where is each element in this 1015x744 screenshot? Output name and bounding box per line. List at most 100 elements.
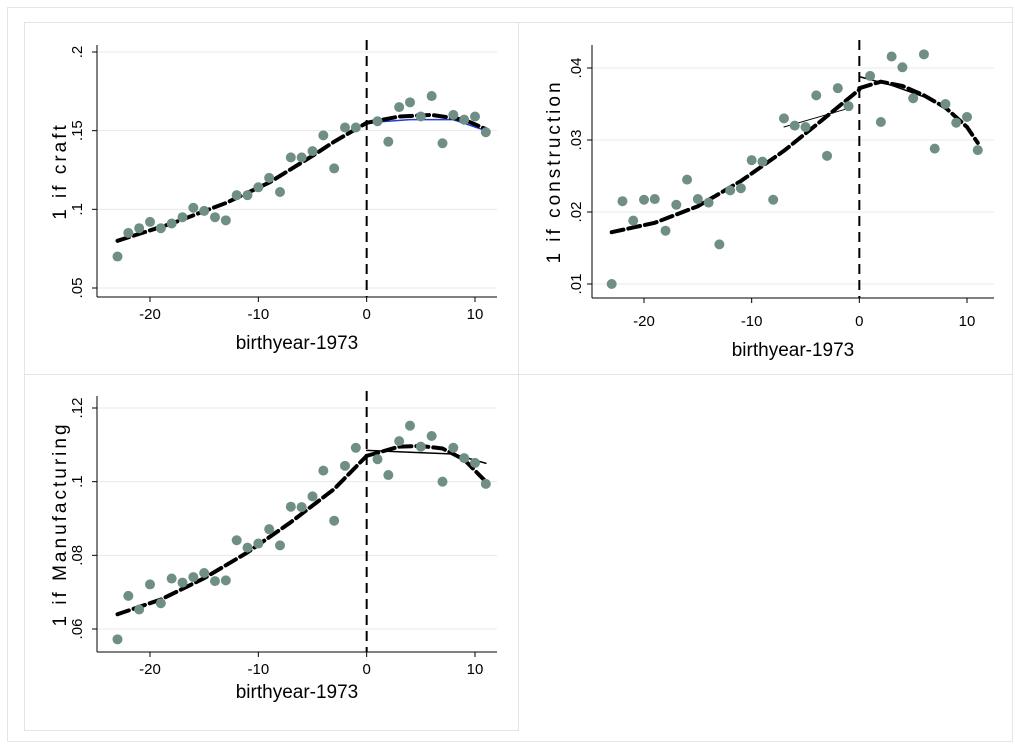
panel-2-point-21	[832, 83, 843, 94]
panel-2-point-16	[778, 113, 789, 124]
panel-3-x-tick-label-3: 10	[467, 661, 484, 678]
panel-1-point-33	[480, 127, 491, 138]
panel-3-point-0	[112, 634, 123, 645]
panel-3-point-23	[372, 454, 383, 465]
panel-2-x-tick-label-0: -20	[633, 313, 655, 330]
panel-2-y-tick-label-2: .03	[568, 130, 585, 151]
panel-1-x-tick-label-3: 10	[467, 306, 484, 323]
panel-2-y-tick-label-0: .01	[568, 274, 585, 295]
panel-3-y-tick-label-3: .12	[69, 398, 86, 419]
panel-3-point-2	[134, 604, 145, 615]
panel-1-x-axis-title: birthyear-1973	[236, 333, 359, 354]
panel-2-point-9	[703, 197, 714, 208]
panel-3-point-30	[448, 442, 459, 453]
panel-3-x-tick-label-1: -10	[247, 661, 269, 678]
panel-2-point-1	[617, 196, 628, 207]
panel-3-point-24	[383, 470, 394, 481]
panel-1-point-22	[350, 122, 361, 133]
panel-3-point-1	[123, 590, 134, 601]
panel-1-point-28	[426, 91, 437, 102]
panel-2-point-7	[682, 174, 693, 185]
panel-1-y-tick-label-0: .05	[69, 278, 86, 299]
panel-2-point-12	[735, 183, 746, 194]
panel-2-point-8	[692, 194, 703, 205]
panel-2-point-17	[789, 120, 800, 131]
panel-1-point-15	[275, 187, 285, 198]
panel-3-point-16	[285, 501, 296, 512]
panel-1-point-10	[220, 215, 231, 226]
panel-1-y-axis-title: 1 if craft	[50, 122, 71, 220]
panel-3-point-19	[318, 465, 329, 476]
panel-1-point-1	[123, 227, 134, 238]
panel-3-point-18	[307, 491, 318, 502]
panel-3-point-5	[166, 573, 177, 584]
panel-2-point-28	[918, 49, 929, 60]
panel-1-thin-fit-right	[365, 118, 487, 132]
panel-3-point-22	[350, 442, 361, 453]
panel-1-x-tick-label-0: -20	[139, 306, 161, 323]
panel-1-point-0	[112, 251, 123, 262]
panel-2-point-22	[843, 101, 854, 112]
panel-2-point-18	[800, 122, 811, 133]
panel-1-fit-curve-left	[115, 120, 369, 243]
panel-2-point-31	[951, 117, 962, 128]
panel-3-point-6	[177, 577, 188, 588]
panel-3-point-17	[296, 502, 307, 513]
panel-2-point-6	[671, 199, 682, 210]
panel-3-point-7	[188, 572, 199, 583]
panel-manufacturing-box	[24, 374, 519, 731]
panel-1-x-tick-label-2: 0	[362, 306, 370, 323]
panel-3-point-10	[220, 575, 231, 586]
panel-1-point-27	[415, 111, 426, 122]
panel-3-point-14	[264, 524, 275, 535]
panel-2-point-0	[606, 279, 617, 289]
panel-2-point-29	[929, 143, 940, 154]
panel-1-point-32	[470, 111, 480, 122]
panel-1-point-26	[405, 97, 415, 108]
panel-1-x-tick-label-1: -10	[247, 306, 269, 323]
panel-1-y-tick-label-2: .15	[69, 120, 86, 141]
panel-1-point-16	[285, 152, 296, 163]
panel-3-point-26	[405, 420, 415, 431]
panel-2-point-27	[908, 93, 919, 104]
panel-3-point-32	[470, 457, 480, 468]
panel-1-y-tick-label-3: .2	[69, 46, 86, 59]
panel-1-point-17	[296, 152, 307, 163]
panel-1-point-13	[253, 182, 264, 193]
panel-1-point-20	[329, 163, 340, 174]
panel-1-point-7	[188, 202, 199, 213]
panel-3-point-31	[459, 453, 470, 464]
panel-3-point-12	[242, 542, 253, 553]
panel-3-y-tick-label-2: .1	[69, 475, 86, 488]
panel-2-x-tick-label-1: -10	[741, 313, 763, 330]
panel-1-point-23	[372, 116, 383, 127]
panel-2-point-26	[897, 62, 908, 73]
panel-construction-box	[518, 22, 1013, 375]
panel-1-point-6	[177, 212, 188, 223]
panel-3-point-29	[437, 476, 448, 487]
panel-2-point-4	[649, 194, 660, 205]
panel-1-y-tick-label-1: .1	[69, 203, 86, 216]
panel-1-point-24	[383, 136, 394, 147]
panel-3-point-3	[145, 579, 155, 590]
panel-3-y-tick-label-0: .06	[69, 619, 86, 640]
panel-1-point-3	[145, 216, 155, 227]
panel-1-point-19	[318, 130, 329, 141]
panel-1-point-29	[437, 138, 448, 149]
panel-2-point-20	[822, 150, 833, 161]
panel-3-point-13	[253, 538, 264, 549]
panel-1-point-21	[340, 122, 350, 133]
panel-3-fit-curve-right	[364, 443, 488, 484]
panel-1-point-11	[231, 190, 242, 201]
panel-3-point-4	[155, 598, 166, 609]
panel-3-x-tick-label-2: 0	[362, 661, 370, 678]
panel-2-point-30	[940, 99, 951, 109]
panel-1-point-25	[394, 102, 405, 113]
panel-2-point-5	[660, 225, 671, 236]
panel-3-point-9	[210, 576, 220, 587]
panel-2-point-15	[768, 194, 779, 205]
panel-3-point-8	[199, 568, 210, 579]
panel-3-fit-curve-left	[115, 453, 369, 617]
panel-1-point-4	[155, 223, 166, 234]
panel-2-point-23	[865, 70, 876, 81]
